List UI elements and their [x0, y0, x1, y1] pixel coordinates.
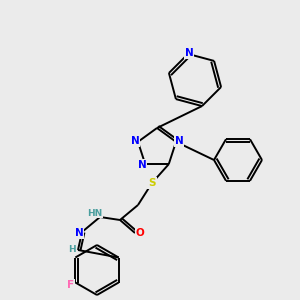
- Text: S: S: [148, 178, 156, 188]
- Text: F: F: [67, 280, 74, 290]
- Text: N: N: [130, 136, 140, 146]
- Text: N: N: [75, 228, 83, 238]
- Text: N: N: [184, 48, 194, 58]
- Text: H: H: [68, 245, 76, 254]
- Text: O: O: [136, 228, 144, 238]
- Text: HN: HN: [87, 208, 103, 217]
- Text: N: N: [138, 160, 147, 170]
- Text: N: N: [175, 136, 183, 146]
